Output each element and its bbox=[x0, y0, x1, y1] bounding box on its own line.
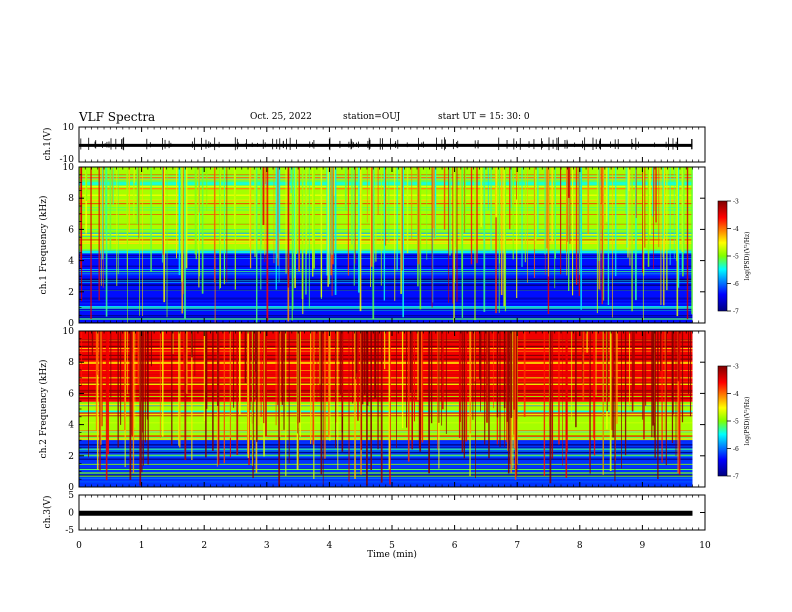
ch1-waveform-spikes bbox=[80, 137, 693, 151]
spectrogram-band bbox=[79, 440, 693, 487]
frequency-tick-label: 0 bbox=[68, 319, 74, 329]
frequency-tick-label: 2 bbox=[68, 452, 74, 462]
station-label: station=OUJ bbox=[343, 112, 401, 122]
colorbar-tick-label: -7 bbox=[733, 474, 739, 481]
time-axis-label: Time (min) bbox=[367, 549, 417, 560]
time-tick-label: 7 bbox=[514, 541, 520, 551]
time-tick-label: 0 bbox=[76, 541, 82, 551]
spectrogram-band bbox=[79, 251, 693, 323]
start-time-label: start UT = 15: 30: 0 bbox=[438, 112, 530, 122]
ch1-spectrogram-ylabel: ch.1 Frequency (kHz) bbox=[38, 196, 49, 295]
frequency-tick-label: 0 bbox=[68, 483, 74, 493]
figure-title: VLF Spectra bbox=[79, 110, 156, 124]
ch1-ytick-bottom: -10 bbox=[60, 155, 75, 165]
time-axis: 0 1 2 3 4 5 6 7 8 9 10 bbox=[76, 127, 711, 551]
colorbar-tick-label: -6 bbox=[733, 446, 739, 453]
frequency-tick-label: 2 bbox=[68, 288, 74, 298]
frequency-tick-label: 8 bbox=[68, 194, 74, 204]
frequency-tick-label: 6 bbox=[68, 225, 74, 235]
ch2-colorbar-ticks: -3 -4 -5 -6 -7 bbox=[727, 364, 739, 481]
ch2-colorbar-gradient bbox=[717, 365, 728, 477]
colorbar-tick-label: -3 bbox=[733, 199, 739, 206]
ch1-colorbar: -3 -4 -5 -6 -7 log(PSD)(V²/Hz) bbox=[717, 199, 751, 316]
ch1-waveform-ylabel: ch.1(V) bbox=[42, 128, 53, 161]
frequency-tick-label: 10 bbox=[63, 327, 75, 337]
time-tick-label: 1 bbox=[139, 541, 145, 551]
ch1-spectrogram-image bbox=[79, 167, 693, 324]
frequency-tick-label: 10 bbox=[63, 163, 75, 173]
ch1-colorbar-gradient bbox=[717, 200, 728, 312]
time-tick-label: 6 bbox=[452, 541, 458, 551]
ch3-voltage-tick-label: 5 bbox=[68, 491, 74, 501]
ch2-colorbar-label: log(PSD)(V²/Hz) bbox=[744, 397, 751, 446]
frequency-tick-label: 8 bbox=[68, 358, 74, 368]
time-tick-label: 4 bbox=[327, 541, 333, 551]
colorbar-tick-label: -4 bbox=[733, 226, 739, 233]
time-tick-label: 3 bbox=[264, 541, 270, 551]
colorbar-tick-label: -7 bbox=[733, 309, 739, 316]
colorbar-tick-label: -6 bbox=[733, 281, 739, 288]
time-tick-label: 8 bbox=[577, 541, 583, 551]
frequency-tick-label: 6 bbox=[68, 389, 74, 399]
colorbar-tick-label: -5 bbox=[733, 419, 739, 426]
ch2-frequency-ticks: 0 2 4 6 8 10 bbox=[63, 327, 705, 493]
ch3-voltage-ticks: 5 0 -5 bbox=[65, 491, 705, 536]
ch1-ytick-top: 10 bbox=[63, 123, 75, 133]
ch3-voltage-tick-label: 0 bbox=[68, 509, 74, 519]
ch1-colorbar-label: log(PSD)(V²/Hz) bbox=[744, 232, 751, 281]
ch2-spectrogram-ylabel: ch.2 Frequency (kHz) bbox=[38, 360, 49, 459]
colorbar-tick-label: -3 bbox=[733, 364, 739, 371]
time-tick-label: 2 bbox=[201, 541, 207, 551]
ch1-frequency-ticks: 0 2 4 6 8 10 bbox=[63, 163, 705, 329]
ch1-spectrogram-panel: 0 2 4 6 8 10 ch.1 Frequency (kHz) bbox=[38, 163, 706, 329]
date-label: Oct. 25, 2022 bbox=[250, 112, 312, 122]
time-tick-label: 10 bbox=[699, 541, 711, 551]
time-tick-label: 5 bbox=[389, 541, 395, 551]
ch1-waveform-panel: 10 -10 ch.1(V) bbox=[42, 123, 706, 165]
ch2-spectrogram-image bbox=[79, 331, 693, 487]
frequency-tick-label: 4 bbox=[68, 257, 74, 267]
ch2-colorbar: -3 -4 -5 -6 -7 log(PSD)(V²/Hz) bbox=[717, 364, 751, 481]
colorbar-tick-label: -4 bbox=[733, 391, 739, 398]
ch3-waveform-ylabel: ch.3(V) bbox=[42, 496, 53, 529]
colorbar-tick-label: -5 bbox=[733, 254, 739, 261]
ch3-voltage-tick-label: -5 bbox=[65, 526, 74, 536]
ch1-colorbar-ticks: -3 -4 -5 -6 -7 bbox=[727, 199, 739, 316]
ch2-spectrogram-panel: 0 2 4 6 8 10 ch.2 Frequency (kHz) bbox=[38, 327, 706, 493]
time-tick-label: 9 bbox=[640, 541, 646, 551]
spectrogram-band bbox=[79, 401, 693, 441]
frequency-tick-label: 4 bbox=[68, 421, 74, 431]
